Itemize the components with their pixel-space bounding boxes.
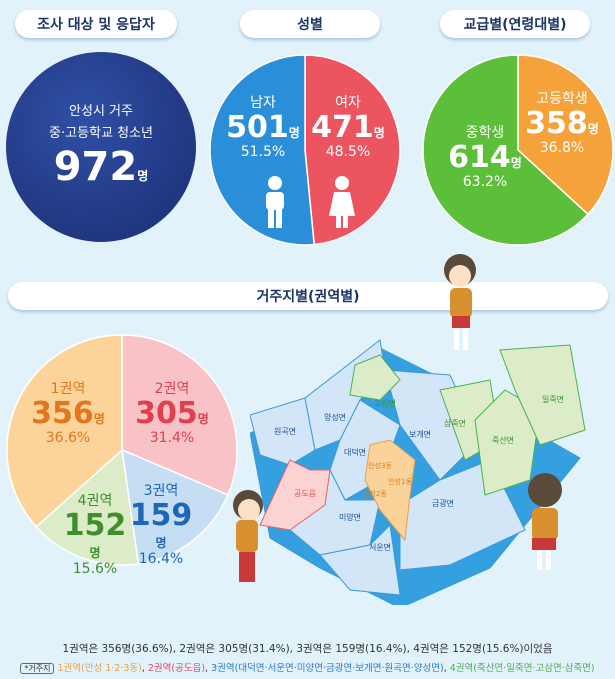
map-labels: 원곡면 양성면 대덕면 보개면 미양면 서운면 금광면	[274, 412, 454, 552]
region2-pct: 31.4%	[149, 430, 195, 446]
region4-count: 152	[63, 508, 127, 543]
respondents-line2: 중·고등학교 청소년	[49, 126, 153, 141]
region2-stats: 2권역 305명 31.4%	[132, 378, 212, 446]
map-seoun	[319, 523, 401, 596]
legend-r2: 2권역(공도읍)	[147, 663, 206, 674]
legend-r1: 1권역(안성 1·2·3동)	[57, 663, 142, 674]
map-label-seoun: 서운면	[369, 542, 391, 552]
legend-sep: ,	[205, 663, 212, 674]
male-figure-icon	[266, 176, 284, 228]
middle-unit: 명	[510, 156, 522, 170]
middle-label: 중학생	[465, 125, 505, 141]
map-label-geumgwang: 금광면	[432, 498, 454, 508]
region4-pct: 15.6%	[72, 561, 118, 577]
map-juksan	[474, 389, 541, 496]
male-unit: 명	[288, 126, 300, 140]
map-label-wongok: 원곡면	[274, 426, 296, 436]
legend-tag: *거주지	[20, 663, 55, 674]
map-label-samjuk: 삼죽면	[444, 418, 466, 428]
legend-r3: 3권역(대덕면·서운면·미양면·금광면·보개면·원곡면·양성면)	[211, 663, 444, 674]
respondents-circle	[6, 52, 196, 242]
region4-unit: 명	[89, 546, 101, 560]
respondents-text: 안성시 거주 중·고등학교 청소년 972명	[6, 100, 196, 191]
pie-slice-region3	[121, 448, 229, 565]
map-label-miyang: 미양면	[339, 512, 361, 522]
map-iljuk	[499, 344, 586, 446]
high-unit: 명	[587, 122, 599, 136]
region3-count: 159	[129, 498, 193, 533]
region1-label: 1권역	[50, 381, 86, 397]
legend-line: *거주지 1권역(안성 1·2·3동), 2권역(공도읍), 3권역(대덕면·서…	[0, 660, 615, 674]
pie-slice-region2	[121, 334, 238, 496]
respondents-unit: 명	[137, 169, 149, 183]
high-label: 고등학생	[536, 91, 588, 107]
male-label: 남자	[250, 95, 276, 111]
header-region: 거주지별(권역별)	[8, 282, 608, 310]
header-school: 교급별(연령대별)	[440, 10, 590, 38]
high-pct: 36.8%	[539, 140, 585, 156]
map-label-gosam: 고삼면	[374, 398, 396, 408]
male-pct: 51.5%	[240, 144, 286, 160]
pie-slice-region1	[6, 334, 123, 528]
female-figure-icon	[329, 176, 355, 228]
male-stats: 남자 501명 51.5%	[218, 92, 308, 160]
legend-sep: ,	[141, 663, 148, 674]
respondents-total: 972	[53, 144, 138, 190]
pie-slice-region4	[35, 448, 140, 566]
region2-unit: 명	[197, 412, 209, 426]
summary-text: 1권역은 356명(36.6%), 2권역은 305명(31.4%), 3권역은…	[62, 643, 553, 655]
map-label-daedeok: 대덕면	[344, 447, 366, 457]
region3-stats: 3권역 159 명 16.4%	[126, 480, 196, 567]
female-count: 471	[311, 110, 374, 145]
female-label: 여자	[335, 95, 361, 111]
region-pie	[6, 334, 238, 566]
region3-pct: 16.4%	[138, 551, 184, 567]
school-pie	[422, 54, 614, 246]
map-label-anseong3: 안성3동	[368, 461, 392, 470]
anseong-map: 원곡면 양성면 대덕면 보개면 미양면 서운면 금광면 고삼면 삼죽면 죽산면 …	[250, 339, 586, 605]
middle-count: 614	[448, 140, 511, 175]
map-gosam	[349, 354, 401, 401]
region1-unit: 명	[93, 412, 105, 426]
region3-label: 3권역	[143, 483, 179, 499]
middle-pct: 63.2%	[462, 174, 508, 190]
map-label-bogae: 보개면	[409, 429, 431, 439]
region3-unit: 명	[155, 536, 167, 550]
pie-slice-female	[304, 54, 401, 246]
map-label-juksan: 죽산면	[492, 435, 514, 445]
map-wongok	[250, 397, 316, 466]
map-label-anseong2: 안성2동	[363, 489, 387, 498]
region4-stats: 4권역 152 명 15.6%	[60, 490, 130, 577]
region1-count: 356	[31, 396, 94, 431]
map-label-gongdo: 공도읍	[294, 489, 316, 498]
gender-pie	[209, 54, 401, 246]
region4-label: 4권역	[77, 493, 113, 509]
high-stats: 고등학생 358명 36.8%	[522, 88, 602, 156]
respondents-line1: 안성시 거주	[69, 104, 133, 119]
map-label-anseong1: 안성1동	[388, 477, 412, 486]
header-respondents: 조사 대상 및 응답자	[15, 10, 177, 38]
pie-slice-male	[209, 54, 316, 246]
female-stats: 여자 471명 48.5%	[308, 92, 388, 160]
region1-stats: 1권역 356명 36.6%	[28, 378, 108, 446]
female-unit: 명	[373, 126, 385, 140]
map-anseong	[364, 439, 416, 542]
map-gongdo	[259, 459, 331, 531]
header-gender: 성별	[240, 10, 380, 38]
region1-pct: 36.6%	[45, 430, 91, 446]
legend-r4: 4권역(죽산면·일죽면·고삼면·삼죽면)	[449, 663, 595, 674]
female-pct: 48.5%	[325, 144, 371, 160]
region2-count: 305	[135, 396, 198, 431]
male-count: 501	[226, 110, 289, 145]
pie-slice-high	[517, 54, 614, 216]
pie-slice-middle	[422, 54, 589, 246]
legend-sep: ,	[443, 663, 450, 674]
middle-stats: 중학생 614명 63.2%	[440, 122, 530, 190]
map-label-iljuk: 일죽면	[542, 394, 564, 404]
high-count: 358	[525, 106, 588, 141]
region2-label: 2권역	[154, 381, 190, 397]
map-label-yangseong: 양성면	[324, 412, 346, 422]
